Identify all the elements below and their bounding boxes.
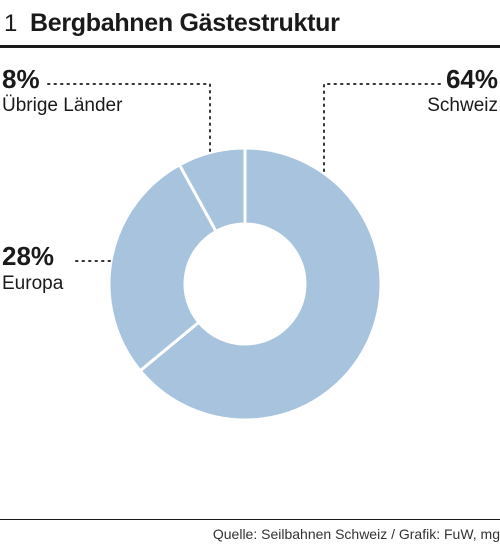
leader-line-uebrige xyxy=(47,83,211,153)
source-note: Quelle: Seilbahnen Schweiz / Grafik: FuW… xyxy=(212,526,500,542)
figure-number: 1 xyxy=(4,10,18,37)
slice-label-europa: Europa xyxy=(2,273,64,294)
slice-uebrige xyxy=(177,146,247,233)
top-rule xyxy=(0,45,500,48)
slice-schweiz xyxy=(138,146,383,422)
slice-europa xyxy=(107,163,218,373)
chart-header: 1 Bergbahnen Gästestruktur xyxy=(0,0,500,48)
donut-chart: 64% Schweiz 28% Europa 8% Übrige Länder xyxy=(2,64,498,422)
slice-value-uebrige: 8% xyxy=(2,64,40,94)
slice-value-europa: 28% xyxy=(2,241,54,271)
leader-line-schweiz xyxy=(323,83,441,173)
donut-slices xyxy=(107,146,383,422)
bottom-rule xyxy=(0,519,500,520)
chart-title: Bergbahnen Gästestruktur xyxy=(30,9,340,37)
slice-label-uebrige: Übrige Länder xyxy=(2,95,123,116)
slice-value-schweiz: 64% xyxy=(446,64,498,94)
slice-label-schweiz: Schweiz xyxy=(427,95,498,116)
